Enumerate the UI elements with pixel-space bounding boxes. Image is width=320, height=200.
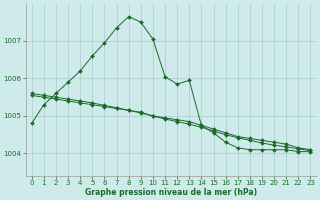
- X-axis label: Graphe pression niveau de la mer (hPa): Graphe pression niveau de la mer (hPa): [85, 188, 257, 197]
